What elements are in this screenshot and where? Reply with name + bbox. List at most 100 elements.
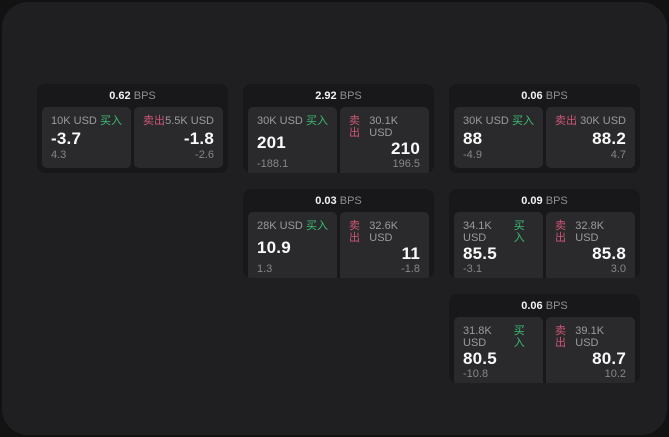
sell-price: 88.2 (592, 128, 626, 148)
buy-price: 201 (257, 133, 286, 152)
quotes-grid: 0.62 BPS 10K USD 买入 -3.7 4.3 卖出 5.5K USD… (37, 84, 640, 383)
bps-value: 0.62 (109, 90, 131, 102)
sell-tile-top: 卖出 30K USD (555, 115, 626, 127)
buy-price: 10.9 (257, 238, 291, 257)
buy-delta: -10.8 (463, 368, 489, 380)
buy-delta: 4.3 (51, 149, 67, 161)
buy-tile-top: 28K USD 买入 (257, 220, 328, 232)
sell-price: 85.8 (592, 244, 626, 263)
buy-tag: 买入 (512, 115, 534, 127)
buy-notional: 10K USD (51, 115, 97, 127)
bps-unit: BPS (545, 195, 568, 207)
quote-card: 0.62 BPS 10K USD 买入 -3.7 4.3 卖出 5.5K USD… (37, 84, 228, 173)
buy-tile[interactable]: 28K USD 买入 10.9 1.3 (248, 212, 337, 278)
buy-notional: 30K USD (463, 115, 509, 127)
sell-tile[interactable]: 卖出 30.1K USD 210 196.5 (340, 107, 429, 173)
buy-tile[interactable]: 31.8K USD 买入 80.5 -10.8 (454, 317, 543, 383)
bps-unit: BPS (339, 90, 362, 102)
card-header: 0.09 BPS (449, 189, 640, 212)
buy-delta: -3.1 (463, 263, 482, 275)
buy-tile[interactable]: 10K USD 买入 -3.7 4.3 (42, 107, 131, 168)
sell-notional: 32.8K USD (575, 220, 605, 244)
tiles: 31.8K USD 买入 80.5 -10.8 卖出 39.1K USD 80.… (449, 317, 640, 383)
sell-notional: 5.5K USD (165, 115, 214, 127)
sell-tile-top: 卖出 32.8K USD (555, 220, 626, 244)
bps-value: 0.06 (521, 300, 543, 312)
sell-price: -1.8 (183, 128, 214, 148)
bps-unit: BPS (545, 90, 568, 102)
sell-tag: 卖出 (555, 115, 577, 127)
buy-notional: 28K USD (257, 220, 303, 232)
sell-notional: 32.6K USD (369, 220, 399, 244)
buy-tile[interactable]: 30K USD 买入 88 -4.9 (454, 107, 543, 168)
buy-delta: -188.1 (257, 158, 289, 170)
sell-tile[interactable]: 卖出 5.5K USD -1.8 -2.6 (134, 107, 223, 168)
buy-tile-top: 31.8K USD 买入 (463, 325, 534, 349)
sell-delta: 4.7 (610, 149, 626, 161)
tiles: 34.1K USD 买入 85.5 -3.1 卖出 32.8K USD 85.8… (449, 212, 640, 278)
buy-tile-top: 34.1K USD 买入 (463, 220, 534, 244)
buy-price: 88 (463, 128, 483, 148)
quote-card: 0.06 BPS 31.8K USD 买入 80.5 -10.8 卖出 39.1… (449, 294, 640, 383)
buy-delta: -4.9 (463, 149, 482, 161)
sell-price: 210 (391, 139, 420, 158)
buy-notional: 31.8K USD (463, 325, 492, 349)
sell-notional: 39.1K USD (575, 325, 605, 349)
sell-delta: -1.8 (401, 263, 420, 275)
buy-tile-top: 10K USD 买入 (51, 115, 122, 127)
sell-delta: 196.5 (392, 158, 420, 170)
buy-price: -3.7 (51, 128, 82, 148)
card-header: 0.06 BPS (449, 294, 640, 317)
sell-tile[interactable]: 卖出 32.8K USD 85.8 3.0 (546, 212, 635, 278)
buy-tile[interactable]: 34.1K USD 买入 85.5 -3.1 (454, 212, 543, 278)
buy-tag: 买入 (100, 115, 122, 127)
sell-tile-top: 卖出 30.1K USD (349, 115, 420, 139)
buy-price: 80.5 (463, 349, 497, 368)
sell-tile[interactable]: 卖出 30K USD 88.2 4.7 (546, 107, 635, 168)
bps-value: 0.09 (521, 195, 543, 207)
sell-tile-top: 卖出 5.5K USD (143, 115, 214, 127)
sell-delta: 3.0 (610, 263, 626, 275)
buy-delta: 1.3 (257, 263, 273, 275)
sell-tag: 卖出 (349, 220, 360, 244)
sell-tile-top: 卖出 32.6K USD (349, 220, 420, 244)
buy-notional: 30K USD (257, 115, 303, 127)
bps-unit: BPS (339, 195, 362, 207)
sell-price: 80.7 (592, 349, 626, 368)
bps-value: 0.06 (521, 90, 543, 102)
buy-tag: 买入 (306, 115, 328, 127)
card-header: 0.62 BPS (37, 84, 228, 107)
sell-tag: 卖出 (555, 325, 566, 349)
card-header: 0.06 BPS (449, 84, 640, 107)
buy-tag: 买入 (513, 325, 525, 349)
buy-tag: 买入 (513, 220, 525, 244)
bps-value: 2.92 (315, 90, 337, 102)
sell-tag: 卖出 (143, 115, 165, 127)
tiles: 28K USD 买入 10.9 1.3 卖出 32.6K USD 11 -1.8 (243, 212, 434, 278)
bps-value: 0.03 (315, 195, 337, 207)
card-header: 0.03 BPS (243, 189, 434, 212)
tiles: 30K USD 买入 88 -4.9 卖出 30K USD 88.2 4.7 (449, 107, 640, 173)
sell-tag: 卖出 (555, 220, 566, 244)
sell-notional: 30K USD (580, 115, 626, 127)
buy-tile-top: 30K USD 买入 (257, 115, 328, 127)
sell-tile-top: 卖出 39.1K USD (555, 325, 626, 349)
sell-notional: 30.1K USD (369, 115, 399, 139)
quote-card: 0.09 BPS 34.1K USD 买入 85.5 -3.1 卖出 32.8K… (449, 189, 640, 278)
card-header: 2.92 BPS (243, 84, 434, 107)
quote-card: 0.03 BPS 28K USD 买入 10.9 1.3 卖出 32.6K US… (243, 189, 434, 278)
buy-tile[interactable]: 30K USD 买入 201 -188.1 (248, 107, 337, 173)
sell-delta: -2.6 (195, 149, 214, 161)
buy-tag: 买入 (306, 220, 328, 232)
tiles: 30K USD 买入 201 -188.1 卖出 30.1K USD 210 1… (243, 107, 434, 173)
sell-tile[interactable]: 卖出 32.6K USD 11 -1.8 (340, 212, 429, 278)
quote-card: 0.06 BPS 30K USD 买入 88 -4.9 卖出 30K USD 8… (449, 84, 640, 173)
quote-card: 2.92 BPS 30K USD 买入 201 -188.1 卖出 30.1K … (243, 84, 434, 173)
sell-delta: 10.2 (604, 368, 626, 380)
bps-unit: BPS (133, 90, 156, 102)
bps-unit: BPS (545, 300, 568, 312)
buy-price: 85.5 (463, 244, 497, 263)
sell-tile[interactable]: 卖出 39.1K USD 80.7 10.2 (546, 317, 635, 383)
tiles: 10K USD 买入 -3.7 4.3 卖出 5.5K USD -1.8 -2.… (37, 107, 228, 173)
